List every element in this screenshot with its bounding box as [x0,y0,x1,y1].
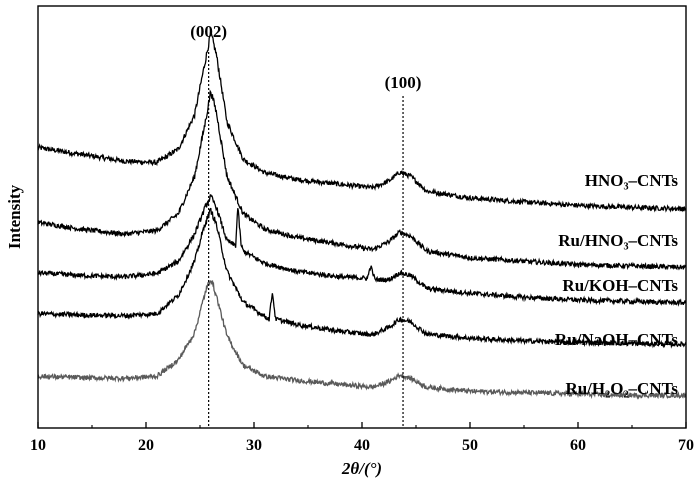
reference-label-1: (002) [190,22,227,41]
series-line-1 [37,29,687,213]
series-label-4: Ru/NaOH–CNTs [555,330,679,349]
series-line-2 [37,89,687,271]
series-label-5: Ru/H₂O₂–CNTs [565,379,678,398]
series-label-2: Ru/HNO₃–CNTs [558,231,678,250]
series-line-3 [37,194,687,307]
y-axis-label: Intensity [5,184,24,249]
x-tick-label-70: 70 [678,437,694,454]
x-tick-label-10: 10 [30,437,46,454]
x-tick-label-30: 30 [246,437,262,454]
x-ticks-group: 10 20 30 40 50 60 70 [30,422,694,454]
x-tick-label-50: 50 [462,437,478,454]
series-label-1: HNO₃–CNTs [585,171,679,190]
series-line-4 [37,207,687,349]
traces-group [37,29,687,400]
series-label-3: Ru/KOH–CNTs [562,276,678,295]
plot-frame [37,5,687,429]
x-axis-label: 2θ/(°) [341,459,382,478]
reference-lines-group: (002) (100) [190,22,421,428]
series-labels-group: HNO₃–CNTs Ru/HNO₃–CNTs Ru/KOH–CNTs Ru/NaOH–… [555,171,679,398]
x-tick-label-20: 20 [138,437,154,454]
x-tick-label-40: 40 [354,437,370,454]
reference-label-2: (100) [385,73,422,92]
x-tick-label-60: 60 [570,437,586,454]
series-line-5 [37,280,687,400]
